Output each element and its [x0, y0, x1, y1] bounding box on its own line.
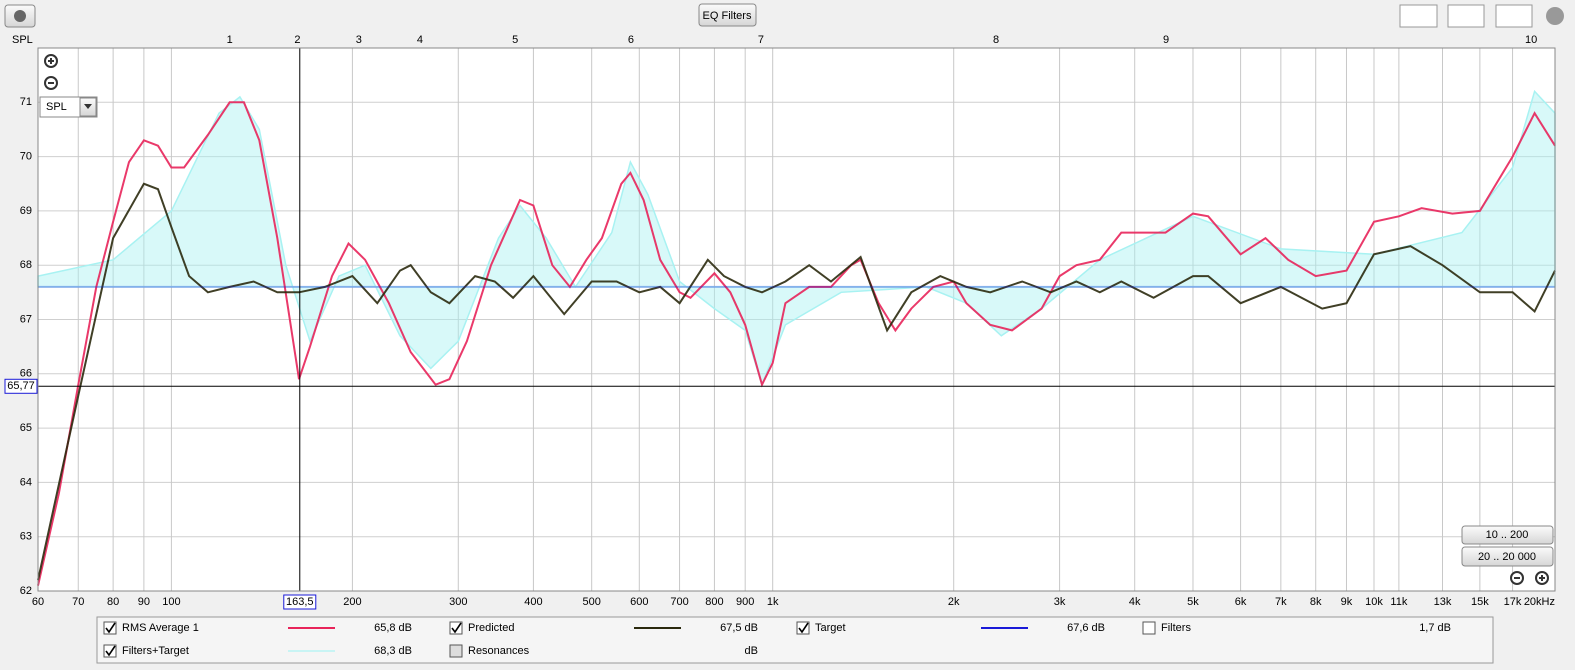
cursor-y-label: 65,77 [7, 380, 35, 392]
legend-reading: dB [745, 645, 758, 657]
filter-marker: 1 [227, 34, 233, 46]
x-tick-label: 11k [1390, 596, 1407, 608]
x-tick-label: 80 [107, 596, 119, 608]
filter-marker: 9 [1163, 34, 1169, 46]
filter-marker: 2 [294, 34, 300, 46]
filter-marker: 8 [993, 34, 999, 46]
y-tick-label: 65 [20, 422, 32, 434]
plot-border [37, 47, 1556, 592]
x-tick-label: 70 [72, 596, 84, 608]
plot-layer [37, 48, 1556, 592]
range-label: 20 .. 20 000 [1478, 551, 1536, 563]
camera-icon[interactable] [4, 4, 36, 28]
x-tick-label: 500 [583, 596, 601, 608]
legend-name: Filters [1161, 622, 1191, 634]
filter-marker: 5 [512, 34, 518, 46]
y-tick-label: 66 [20, 368, 32, 380]
legend-name: Predicted [468, 622, 514, 634]
x-tick-label: 60 [32, 596, 44, 608]
x-tick-label: 6k [1235, 596, 1247, 608]
y-tick-label: 62 [20, 585, 32, 597]
x-tick-label: 90 [138, 596, 150, 608]
range-button[interactable]: 10 .. 200 [1461, 525, 1554, 545]
x-tick-label: 200 [343, 596, 361, 608]
x-tick-label: 900 [736, 596, 754, 608]
x-tick-label: 600 [630, 596, 648, 608]
zoom-out[interactable] [44, 76, 58, 90]
legend-reading: 67,5 dB [720, 622, 758, 634]
x-tick-label: 7k [1275, 596, 1287, 608]
eq-filters-label: EQ Filters [703, 10, 752, 22]
check-mark [451, 622, 462, 634]
dropdown-label: SPL [46, 101, 67, 113]
toolbar-icons[interactable] [1399, 4, 1564, 28]
filter-marker: 4 [417, 34, 423, 46]
x-tick-label: 15k [1471, 596, 1489, 608]
filter-marker: 7 [758, 34, 764, 46]
legend-name: Filters+Target [122, 645, 189, 657]
y-tick-label: 71 [20, 96, 32, 108]
legend-checkbox[interactable] [449, 644, 463, 658]
line [37, 101, 1556, 586]
legend-reading: 68,3 dB [374, 645, 412, 657]
y-tick-label: 64 [20, 476, 32, 488]
range-label: 10 .. 200 [1486, 529, 1529, 541]
x-tick-label: 1k [767, 596, 779, 608]
filter-marker: 3 [356, 34, 362, 46]
x-tick-label: 800 [705, 596, 723, 608]
x-tick-label: 100 [162, 596, 180, 608]
legend-reading: 67,6 dB [1067, 622, 1105, 634]
x-tick-label: 2k [948, 596, 960, 608]
x-tick-label: 5k [1187, 596, 1199, 608]
x-tick-label: 9k [1341, 596, 1353, 608]
x-tick-label: 17k [1504, 596, 1522, 608]
x-tick-label: 400 [524, 596, 542, 608]
legend-name: Target [815, 622, 846, 634]
y-tick-label: 69 [20, 205, 32, 217]
x-tick-label: 10k [1365, 596, 1383, 608]
cursor-y-box [4, 378, 38, 394]
x-tick-label: 700 [670, 596, 688, 608]
x-tick-label: 4k [1129, 596, 1141, 608]
x-tick-label: 13k [1434, 596, 1452, 608]
legend-name: Resonances [468, 645, 530, 657]
filter-marker: 6 [628, 34, 634, 46]
spl-dropdown[interactable]: SPL [39, 96, 98, 118]
zoom-in[interactable] [44, 54, 58, 68]
cursor-x-box [283, 594, 317, 610]
legend-name: RMS Average 1 [122, 622, 199, 634]
y-tick-label: 70 [20, 151, 32, 163]
legend-reading: 1,7 dB [1419, 622, 1451, 634]
x-tick-label: 20kHz [1524, 596, 1555, 608]
y-tick-label: 68 [20, 259, 32, 271]
zoom-buttons[interactable] [1510, 571, 1549, 585]
range-button[interactable]: 20 .. 20 000 [1461, 546, 1554, 567]
y-tick-label: 67 [20, 313, 32, 325]
check-mark [798, 622, 809, 634]
y-tick-label: 63 [20, 531, 32, 543]
y-axis-label: SPL [12, 34, 33, 46]
x-tick-label: 3k [1054, 596, 1066, 608]
x-tick-label: 8k [1310, 596, 1322, 608]
legend-checkbox[interactable] [1142, 621, 1156, 635]
cursor-x-label: 163,5 [286, 596, 314, 608]
filter-marker: 10 [1525, 34, 1537, 46]
check-mark [105, 622, 116, 634]
x-tick-label: 300 [449, 596, 467, 608]
legend-reading: 65,8 dB [374, 622, 412, 634]
legend-box [96, 616, 1494, 664]
line [37, 182, 1556, 581]
eq-filters-button[interactable]: EQ Filters [698, 3, 757, 27]
check-mark [105, 645, 116, 657]
